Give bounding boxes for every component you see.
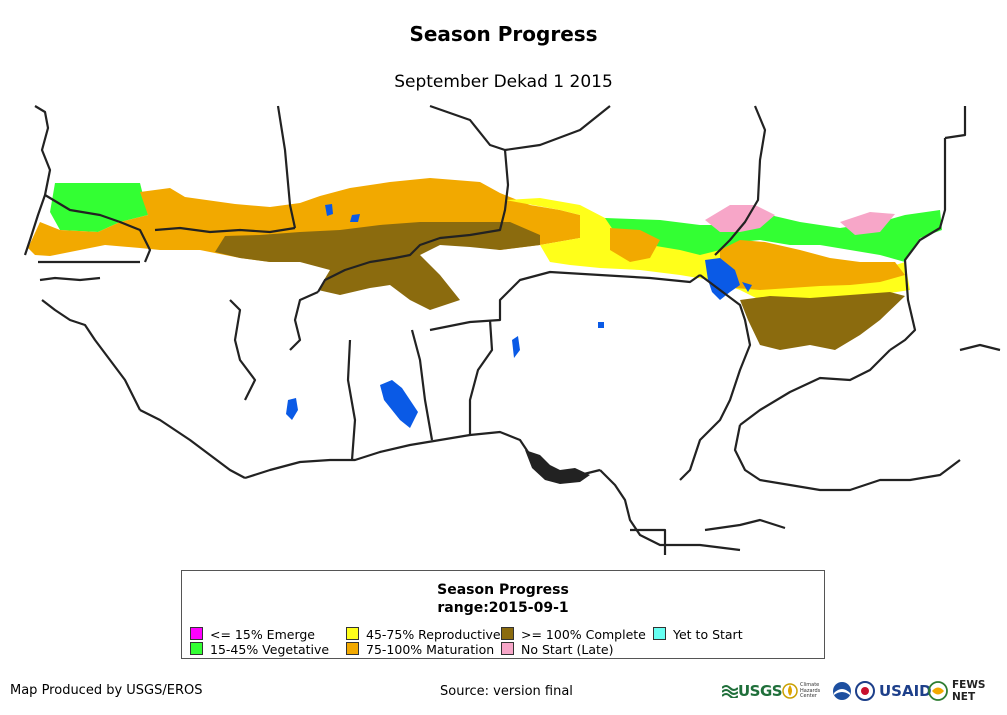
zone-vegetative-east (605, 210, 942, 262)
legend-title-text: Season Progress (437, 582, 569, 598)
legend-swatch-vegetative (190, 642, 203, 655)
fews-globe-icon (928, 678, 948, 704)
legend-swatch-complete (501, 627, 514, 640)
chc-drop-icon (782, 678, 798, 704)
zone-complete-east (740, 292, 905, 350)
legend-items: <= 15% Emerge 15-45% Vegetative 45-75% R… (190, 627, 820, 657)
legend-label-vegetative: 15-45% Vegetative (210, 642, 330, 657)
legend-item-vegetative: 15-45% Vegetative (190, 642, 329, 657)
legend: Season Progress range:2015-09-1 <= 15% E… (181, 570, 825, 659)
legend-label-complete: >= 100% Complete (521, 627, 646, 642)
usgs-logo-text: USGS (738, 682, 783, 700)
legend-swatch-reproductive (346, 627, 359, 640)
legend-swatch-yet-to-start (653, 627, 666, 640)
legend-label-no-start: No Start (Late) (521, 642, 614, 657)
zone-maturation-east (610, 228, 905, 290)
water-bodies (286, 204, 752, 428)
legend-item-complete: >= 100% Complete (501, 627, 646, 642)
zone-complete-west (215, 222, 540, 310)
legend-label-maturation: 75-100% Maturation (366, 642, 495, 657)
usgs-logo: USGS (722, 678, 783, 704)
legend-label-emerge: <= 15% Emerge (210, 627, 315, 642)
source-note: Source: version final (440, 684, 573, 699)
map-title: Season Progress (409, 22, 598, 46)
zone-no-start-east (705, 205, 895, 235)
legend-item-emerge: <= 15% Emerge (190, 627, 315, 642)
partner-logos: USGS Climate Hazards Center USAID FEWS N… (722, 678, 1002, 704)
legend-title: Season Progress range:2015-09-1 (182, 581, 824, 617)
noaa-logo-icon (832, 678, 852, 704)
legend-label-yet-to-start: Yet to Start (673, 627, 743, 642)
producer-credit: Map Produced by USGS/EROS (10, 683, 203, 698)
usaid-seal-icon (855, 678, 875, 704)
legend-swatch-no-start (501, 642, 514, 655)
legend-item-maturation: 75-100% Maturation (346, 642, 494, 657)
map-subtitle: September Dekad 1 2015 (394, 72, 613, 92)
legend-swatch-maturation (346, 642, 359, 655)
fews-net-logo-text: FEWS NET (952, 679, 986, 703)
chc-logo-text: Climate Hazards Center (800, 682, 821, 699)
legend-item-reproductive: 45-75% Reproductive (346, 627, 501, 642)
legend-item-yet-to-start: Yet to Start (653, 627, 743, 642)
usgs-wave-icon (722, 685, 738, 698)
lake-volta (380, 380, 418, 428)
map-area (0, 104, 1007, 559)
legend-item-no-start: No Start (Late) (501, 642, 613, 657)
usaid-logo-text: USAID (879, 682, 932, 700)
lake-chad (705, 258, 740, 300)
legend-label-reproductive: 45-75% Reproductive (366, 627, 501, 642)
legend-swatch-emerge (190, 627, 203, 640)
zone-vegetative-west (50, 183, 148, 232)
map-svg (23, 104, 1001, 555)
legend-range-text: range:2015-09-1 (437, 600, 569, 616)
coastline-dark (525, 450, 590, 484)
